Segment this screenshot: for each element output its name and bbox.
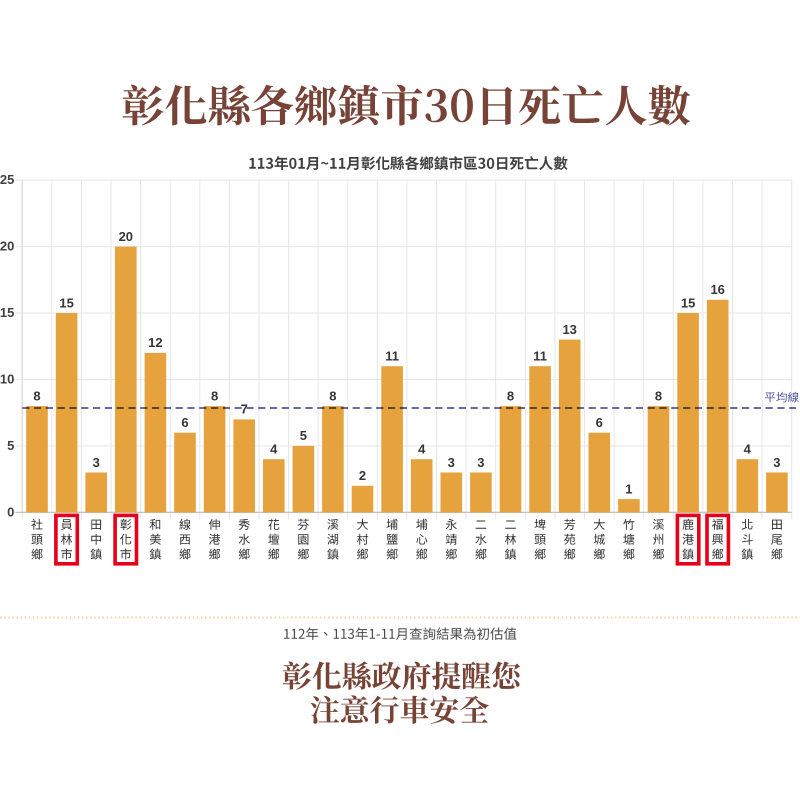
svg-text:3: 3 — [448, 455, 455, 470]
svg-text:3: 3 — [477, 455, 484, 470]
svg-text:25: 25 — [0, 172, 14, 187]
svg-text:4: 4 — [744, 442, 752, 457]
svg-text:3: 3 — [773, 455, 780, 470]
svg-text:8: 8 — [33, 388, 40, 403]
svg-text:8: 8 — [655, 388, 662, 403]
svg-text:20: 20 — [0, 239, 14, 254]
svg-text:10: 10 — [0, 371, 14, 386]
svg-text:3: 3 — [93, 455, 100, 470]
svg-text:5: 5 — [7, 438, 14, 453]
svg-text:8: 8 — [211, 388, 218, 403]
svg-text:6: 6 — [596, 415, 603, 430]
svg-text:1: 1 — [625, 481, 632, 496]
svg-text:11: 11 — [533, 349, 547, 364]
svg-text:5: 5 — [300, 428, 307, 443]
svg-text:8: 8 — [507, 388, 514, 403]
svg-text:12: 12 — [148, 335, 162, 350]
svg-text:8: 8 — [329, 388, 336, 403]
svg-text:20: 20 — [119, 229, 133, 244]
svg-text:4: 4 — [270, 442, 278, 457]
svg-text:6: 6 — [181, 415, 188, 430]
svg-text:13: 13 — [562, 322, 576, 337]
svg-text:2: 2 — [359, 468, 366, 483]
svg-text:15: 15 — [681, 295, 695, 310]
svg-text:0: 0 — [7, 504, 14, 519]
svg-text:4: 4 — [418, 442, 426, 457]
svg-text:7: 7 — [241, 402, 248, 417]
svg-text:15: 15 — [59, 295, 73, 310]
svg-text:16: 16 — [710, 282, 724, 297]
svg-text:11: 11 — [385, 349, 399, 364]
svg-text:15: 15 — [0, 305, 14, 320]
